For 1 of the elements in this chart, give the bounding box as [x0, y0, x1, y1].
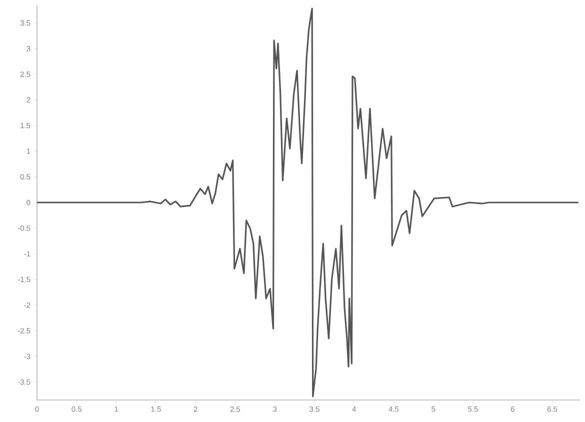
line-series [37, 8, 580, 398]
